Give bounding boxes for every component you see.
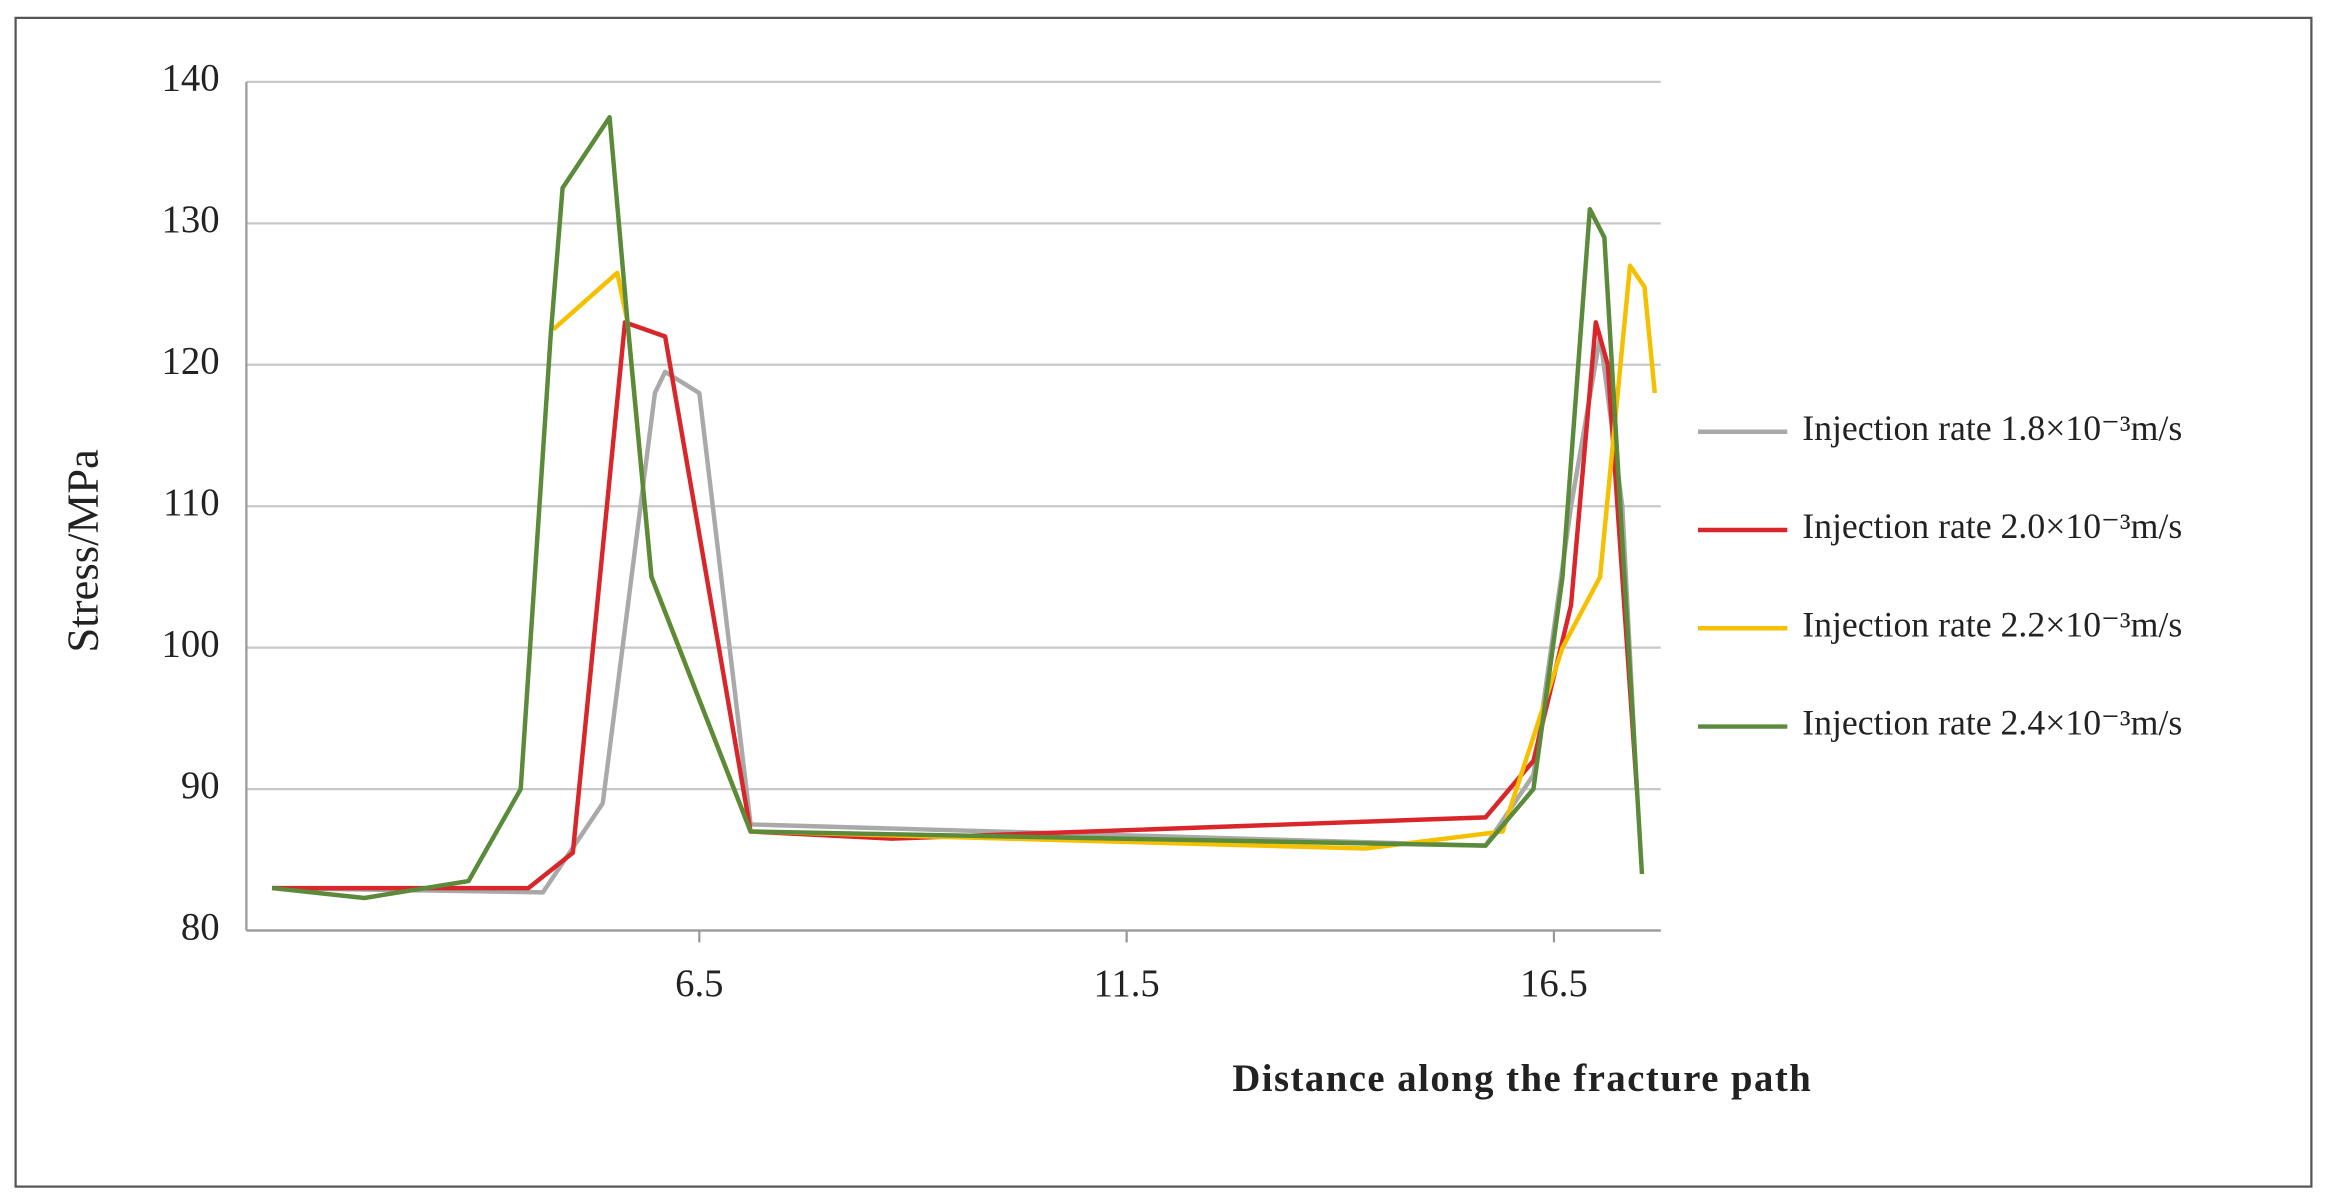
legend-label: Injection rate 1.8×10⁻³m/s [1802,408,2182,448]
y-tick-label: 110 [163,482,220,524]
y-tick-label: 140 [162,58,220,100]
legend-label: Injection rate 2.0×10⁻³m/s [1802,506,2182,546]
legend-label: Injection rate 2.2×10⁻³m/s [1802,604,2182,644]
y-tick-label: 100 [162,624,220,666]
x-tick-label: 16.5 [1520,963,1588,1005]
series-line [271,115,1645,901]
series-line [271,334,1640,895]
y-tick-label: 90 [181,765,220,807]
y-tick-label: 130 [162,199,220,241]
y-tick-label: 120 [162,341,220,383]
x-tick-label: 6.5 [675,963,723,1005]
y-tick-label: 80 [181,906,220,948]
x-axis-label: Distance along the fracture path [1232,1058,1812,1100]
series-line [272,320,1640,891]
x-tick-label: 11.5 [1093,963,1159,1005]
y-axis-label: Stress/MPa [57,449,107,653]
legend-label: Injection rate 2.4×10⁻³m/s [1802,703,2182,743]
frame [14,16,2313,1188]
